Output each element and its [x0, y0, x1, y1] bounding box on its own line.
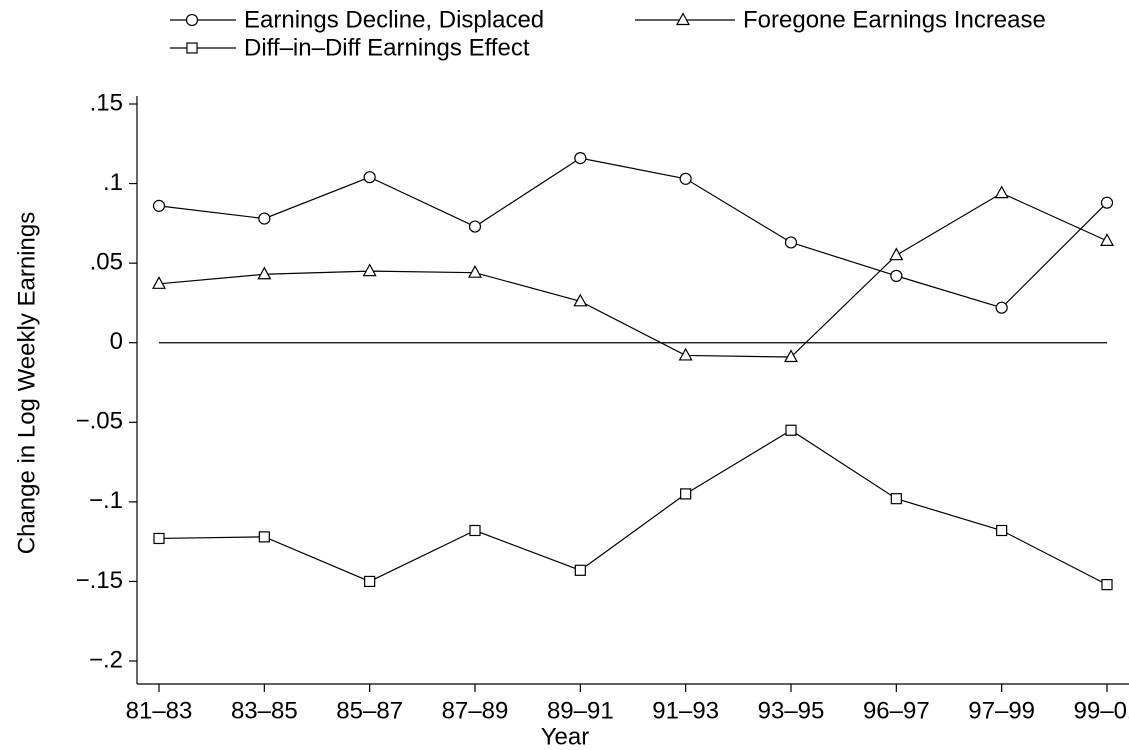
- point: [995, 301, 1008, 314]
- x-axis-label: Year: [541, 723, 590, 750]
- x-tick-label: 99–01: [1074, 697, 1129, 724]
- legend-marker: [186, 42, 198, 54]
- point: [467, 264, 483, 278]
- point: [784, 236, 798, 249]
- y-tick-label: .05: [90, 248, 123, 275]
- point: [364, 575, 376, 588]
- y-tick-label: .15: [90, 89, 123, 116]
- point: [1099, 233, 1115, 246]
- x-tick-label: 83–85: [231, 697, 298, 724]
- point: [258, 212, 271, 225]
- point: [785, 424, 797, 436]
- point: [151, 276, 167, 289]
- x-tick-label: 91–93: [652, 697, 719, 724]
- x-tick-label: 87–89: [442, 697, 509, 724]
- point: [363, 171, 376, 184]
- point: [362, 263, 377, 277]
- point: [996, 524, 1008, 537]
- series-line: [158, 157, 1108, 309]
- point: [573, 293, 588, 307]
- y-tick-label: 0: [110, 328, 123, 355]
- point: [679, 172, 692, 185]
- point: [152, 199, 166, 212]
- point: [890, 493, 902, 505]
- y-tick-label: −.2: [89, 646, 123, 673]
- point: [678, 347, 693, 361]
- point: [574, 564, 586, 576]
- point: [468, 220, 482, 233]
- x-tick-label: 89–91: [547, 697, 614, 724]
- x-tick-label: 85–87: [336, 697, 403, 724]
- x-tick-label: 81–83: [126, 697, 193, 724]
- point: [783, 349, 799, 363]
- point: [1100, 196, 1114, 209]
- x-tick-label: 97–99: [968, 697, 1035, 724]
- legend-marker: [675, 12, 691, 26]
- y-tick-label: .1: [103, 169, 123, 196]
- point: [1101, 579, 1113, 591]
- y-tick-label: −.15: [76, 567, 123, 594]
- point: [890, 269, 903, 282]
- series-line: [158, 192, 1108, 358]
- legend-label: Earnings Decline, Displaced: [244, 6, 544, 33]
- point: [153, 532, 165, 545]
- y-axis-label: Change in Log Weekly Earnings: [13, 212, 40, 554]
- point: [574, 152, 587, 165]
- point: [680, 488, 692, 500]
- y-tick-label: −.1: [89, 487, 123, 514]
- point: [258, 531, 270, 543]
- point: [257, 266, 272, 280]
- y-tick-label: −.05: [76, 408, 123, 435]
- point: [994, 185, 1009, 199]
- legend-label: Foregone Earnings Increase: [743, 6, 1046, 33]
- point: [889, 247, 904, 261]
- point: [469, 524, 481, 537]
- x-tick-label: 96–97: [863, 697, 930, 724]
- legend-marker: [185, 13, 199, 27]
- series-line: [158, 429, 1108, 586]
- legend-label: Diff–in–Diff Earnings Effect: [244, 34, 530, 61]
- x-tick-label: 93–95: [758, 697, 825, 724]
